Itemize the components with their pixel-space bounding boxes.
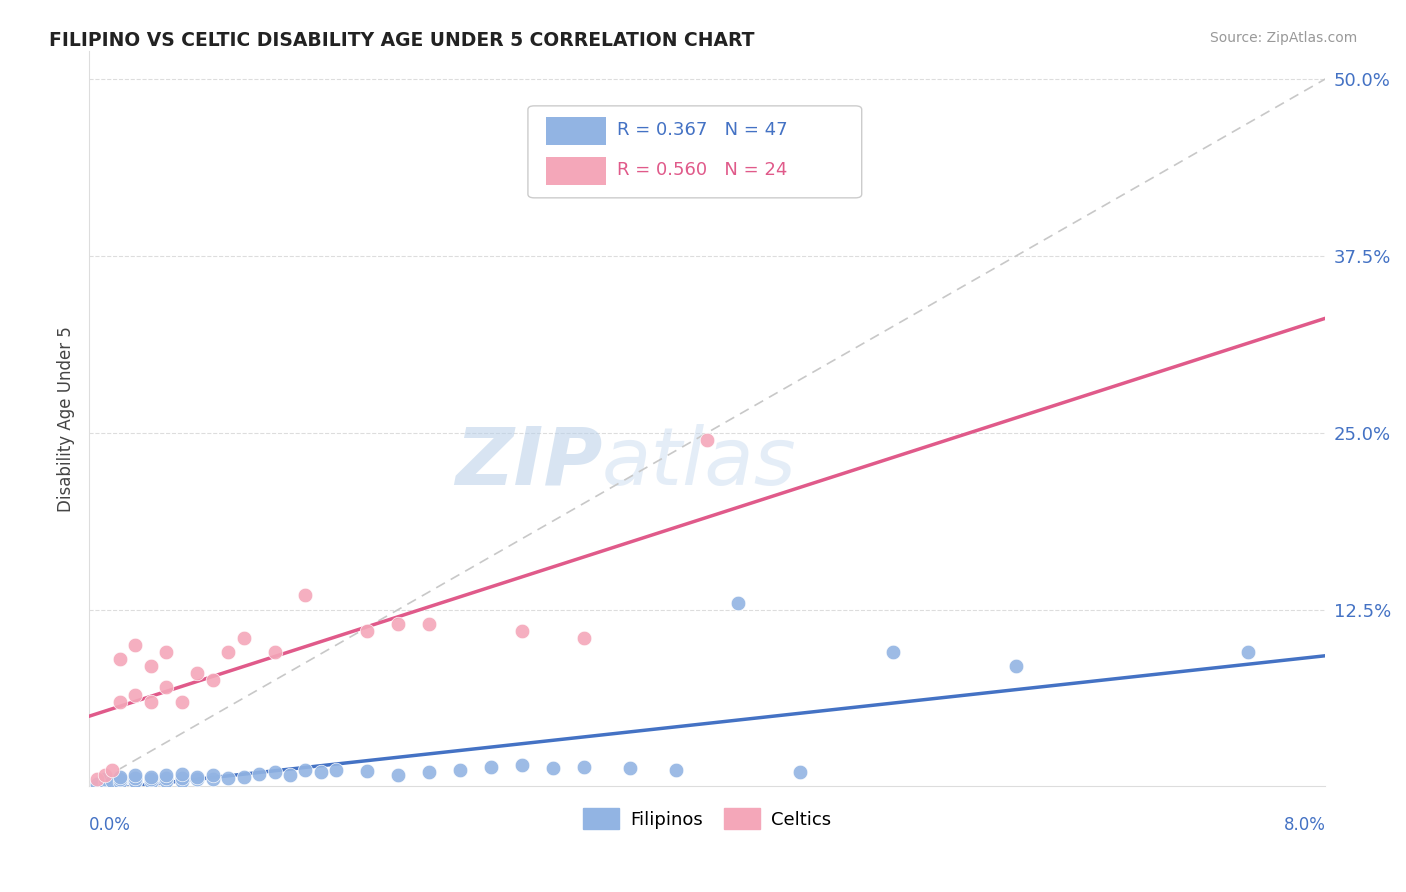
Point [572, 631, 595, 645]
Point [93, 772, 115, 787]
Bar [547, 157, 606, 185]
Point [356, 624, 378, 638]
Point [294, 589, 316, 603]
Point [139, 695, 162, 709]
Point [186, 770, 208, 784]
Point [108, 772, 131, 787]
Text: atlas: atlas [602, 424, 797, 501]
Text: Source: ZipAtlas.com: Source: ZipAtlas.com [1209, 31, 1357, 45]
Point [510, 624, 533, 638]
Point [124, 768, 146, 782]
Point [124, 773, 146, 788]
Text: R = 0.367   N = 47: R = 0.367 N = 47 [617, 121, 787, 139]
Point [665, 763, 688, 777]
Point [139, 770, 162, 784]
Point [247, 766, 270, 780]
Point [217, 771, 239, 785]
Point [278, 768, 301, 782]
Point [201, 673, 224, 688]
Point [727, 595, 749, 609]
Point [572, 759, 595, 773]
Point [170, 773, 193, 788]
Point [93, 775, 115, 789]
Text: R = 0.560   N = 24: R = 0.560 N = 24 [617, 161, 787, 179]
Point [139, 772, 162, 787]
Text: 8.0%: 8.0% [1284, 816, 1326, 834]
Point [789, 765, 811, 780]
Point [155, 681, 177, 695]
Point [155, 645, 177, 659]
Point [201, 772, 224, 787]
Point [217, 645, 239, 659]
Point [86, 772, 108, 787]
Point [93, 768, 115, 782]
Point [387, 616, 409, 631]
Point [101, 763, 124, 777]
Bar [547, 117, 606, 145]
Point [510, 758, 533, 772]
Point [155, 773, 177, 788]
Point [139, 775, 162, 789]
Point [232, 631, 254, 645]
Point [449, 763, 471, 777]
Point [201, 768, 224, 782]
Point [882, 645, 904, 659]
Point [108, 695, 131, 709]
Point [86, 777, 108, 791]
Point [696, 433, 718, 447]
Text: 0.0%: 0.0% [89, 816, 131, 834]
Point [101, 773, 124, 788]
Point [108, 775, 131, 789]
Point [124, 688, 146, 702]
Point [108, 652, 131, 666]
Point [170, 695, 193, 709]
Text: ZIP: ZIP [454, 424, 602, 501]
Point [155, 768, 177, 782]
Point [325, 763, 347, 777]
Point [294, 763, 316, 777]
Point [263, 765, 285, 780]
Point [124, 638, 146, 652]
Point [186, 772, 208, 787]
FancyBboxPatch shape [527, 106, 862, 198]
Point [155, 771, 177, 785]
Point [1237, 645, 1260, 659]
Text: FILIPINO VS CELTIC DISABILITY AGE UNDER 5 CORRELATION CHART: FILIPINO VS CELTIC DISABILITY AGE UNDER … [49, 31, 755, 50]
Point [170, 771, 193, 785]
Point [387, 768, 409, 782]
Point [418, 765, 440, 780]
Point [124, 771, 146, 785]
Legend: Filipinos, Celtics: Filipinos, Celtics [575, 801, 838, 837]
Point [541, 761, 564, 775]
Point [170, 766, 193, 780]
Point [479, 759, 502, 773]
Point [1005, 659, 1028, 673]
Point [139, 659, 162, 673]
Point [309, 765, 332, 780]
Point [108, 770, 131, 784]
Y-axis label: Disability Age Under 5: Disability Age Under 5 [58, 326, 75, 511]
Point [232, 770, 254, 784]
Point [186, 666, 208, 681]
Point [356, 764, 378, 778]
Point [418, 616, 440, 631]
Point [619, 761, 641, 775]
Point [263, 645, 285, 659]
Point [124, 775, 146, 789]
